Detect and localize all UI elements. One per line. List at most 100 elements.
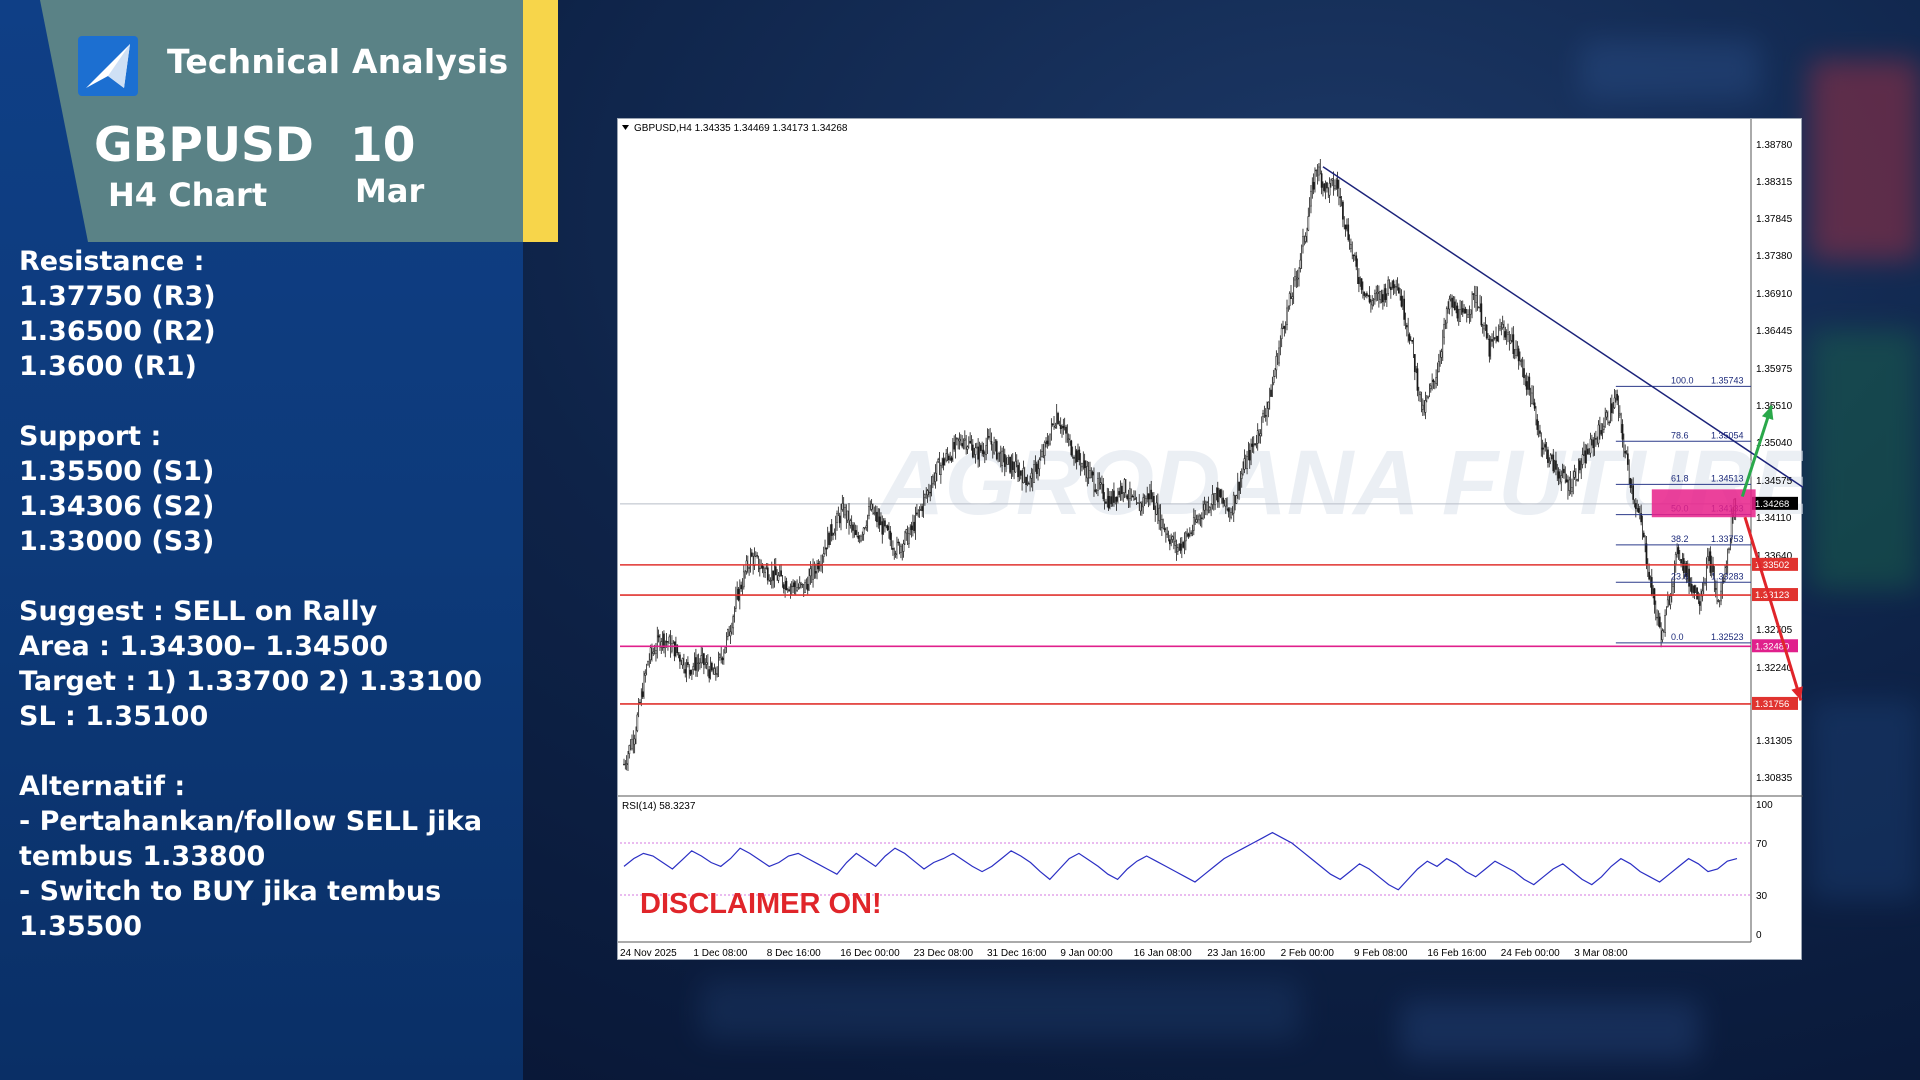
candle-body [1600,430,1603,435]
candle-body [987,436,990,438]
candle-body [804,582,806,593]
candle-body [921,506,924,512]
candle-body [1171,536,1174,540]
candle-body [782,584,785,589]
candle-body [1579,460,1581,471]
candle-body [1363,291,1366,296]
candle-body [777,575,780,581]
candle-body [1640,513,1642,523]
time-tick-label: 16 Jan 08:00 [1134,948,1192,959]
candle-body [769,579,772,582]
candle-body [705,662,708,665]
candle-body [1376,291,1379,294]
candle-body [1443,323,1445,338]
candle-body [1251,443,1254,447]
candle-body [1560,475,1563,483]
time-tick-label: 24 Nov 2025 [620,948,677,959]
candle-body [1563,468,1565,474]
candle-body [758,567,761,570]
candle-body [1674,553,1677,565]
candle-body [868,506,870,516]
candle-body [719,654,721,658]
candle-body [1501,323,1504,328]
price-tick-label: 1.38780 [1756,140,1793,151]
candle-body [1099,482,1102,485]
candle-body [977,446,979,460]
candle-body [809,568,812,577]
candle-body [1200,517,1203,519]
time-tick-label: 24 Feb 00:00 [1501,948,1560,959]
bullish-arrow-shaft [1740,405,1774,497]
candle-body [945,453,948,461]
candle-body [985,445,987,456]
candle-body [1648,571,1650,580]
candle-body [1384,288,1387,300]
candle-body [1603,425,1605,430]
time-tick-label: 8 Dec 16:00 [767,948,821,959]
alternatif-title: Alternatif : [19,771,186,802]
candle-body [1331,178,1334,181]
alternatif-line-4: 1.35500 [19,911,142,942]
candle-body [1046,440,1049,445]
candle-body [924,494,926,498]
candle-body [1147,493,1150,500]
candle-body [1371,300,1374,306]
candle-body [1035,463,1038,474]
time-tick-label: 16 Dec 00:00 [840,948,900,959]
candle-body [1299,259,1302,269]
candle-body [1342,201,1344,220]
candle-body [628,745,631,755]
candle-body [1222,497,1224,504]
analysis-text: Resistance : 1.37750 (R3) 1.36500 (R2) 1… [19,244,519,944]
candle-body [1078,449,1081,461]
candle-body [1392,280,1395,289]
price-tick-label: 1.33640 [1756,551,1793,562]
candle-body [1571,487,1573,492]
candle-body [1115,496,1118,502]
candle-body [1698,601,1701,606]
alternatif-line-3: - Switch to BUY jika tembus [19,876,442,907]
candle-body [1366,293,1368,297]
candle-body [1720,590,1722,602]
candle-body [780,570,782,577]
candle-body [1405,325,1408,328]
candle-body [756,555,758,557]
resistance-r1: 1.3600 (R1) [19,351,197,382]
level-price-tag-label: 1.31756 [1755,699,1789,710]
candle-body [695,657,697,671]
candle-body [1541,447,1544,450]
candle-body [1097,478,1099,491]
candle-body [1416,368,1419,391]
candle-body [1107,495,1110,509]
candle-body [1725,566,1728,568]
candle-body [1259,433,1262,437]
candle-body [1283,326,1286,329]
candle-body [849,520,852,526]
price-tick-label: 1.37380 [1756,251,1793,262]
candle-body [1693,585,1696,593]
candle-body [1307,216,1310,231]
candle-body [1208,507,1211,511]
candle-body [1666,599,1669,608]
candle-body [631,738,633,750]
candle-body [1360,278,1363,290]
candle-body [1509,340,1512,344]
candle-body [1017,464,1019,478]
candle-body [1374,293,1376,300]
candle-body [870,503,873,510]
candle-body [1033,464,1035,483]
candle-body [711,662,713,671]
candle-body [1488,338,1491,357]
candle-body [1291,296,1294,299]
candle-body [1437,361,1440,373]
candle-body [926,490,929,496]
candle-body [825,547,828,550]
candle-body [1288,293,1291,307]
candle-body [1496,335,1499,342]
candle-body [1400,295,1403,307]
candle-body [1057,413,1059,425]
fib-ratio-label: 0.0 [1671,632,1684,642]
candle-body [902,543,905,552]
price-tick-label: 1.32705 [1756,625,1793,636]
candle-body [1613,397,1616,408]
